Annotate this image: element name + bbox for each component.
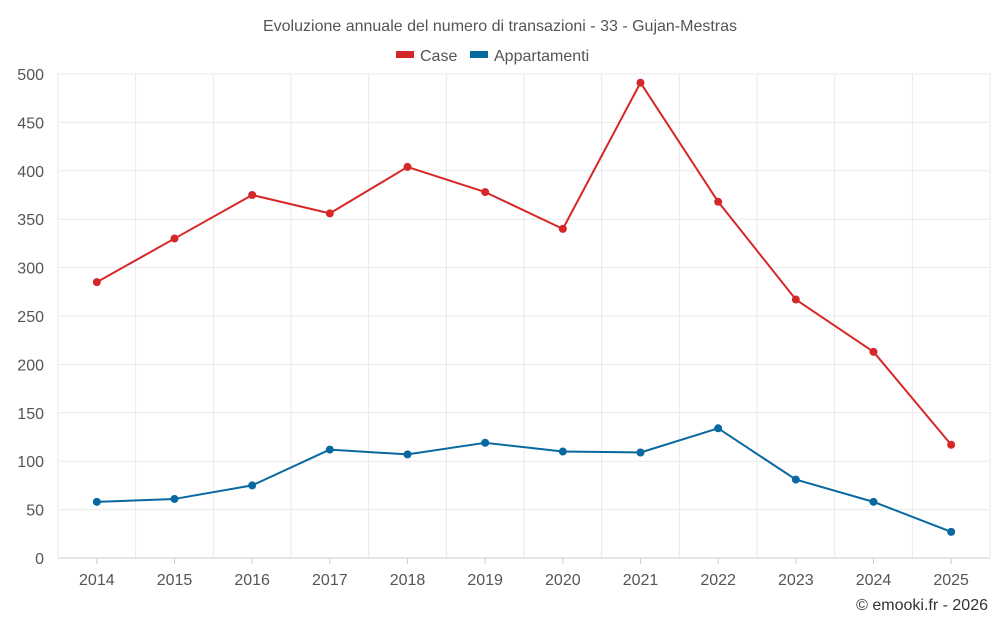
- data-point-case[interactable]: [248, 191, 257, 199]
- x-tick-label: 2018: [390, 572, 426, 589]
- x-tick-label: 2019: [467, 572, 503, 589]
- data-point-case[interactable]: [714, 197, 723, 206]
- data-point-appartamenti[interactable]: [869, 497, 878, 506]
- y-tick-label: 200: [17, 357, 44, 374]
- series-case: [92, 78, 956, 449]
- data-point-case[interactable]: [403, 162, 412, 171]
- data-point-appartamenti[interactable]: [558, 447, 567, 456]
- data-point-appartamenti[interactable]: [636, 448, 645, 457]
- data-point-appartamenti[interactable]: [403, 450, 412, 459]
- vertical-gridlines: [57, 74, 991, 558]
- y-tick-label: 100: [17, 454, 44, 471]
- legend-item-appartamenti[interactable]: Appartamenti: [470, 48, 589, 65]
- legend-swatch-case: [396, 51, 414, 58]
- y-tick-label: 150: [17, 406, 44, 423]
- chart-title: Evoluzione annuale del numero di transaz…: [263, 18, 737, 35]
- x-tick-label: 2014: [79, 572, 115, 589]
- data-point-appartamenti[interactable]: [947, 527, 956, 536]
- data-point-appartamenti[interactable]: [248, 481, 257, 490]
- y-tick-label: 350: [17, 212, 44, 229]
- y-axis-ticks: 0 50 100 150 200 250 300 350 400 450 500: [17, 67, 44, 568]
- y-tick-label: 50: [26, 503, 44, 520]
- x-axis-ticks: 2014 2015 2016 2017 2018 2019 2020 2021 2022 2023…: [79, 558, 969, 589]
- legend-label-appartamenti: Appartamenti: [494, 48, 589, 65]
- y-tick-label: 400: [17, 164, 44, 181]
- data-point-case[interactable]: [947, 440, 956, 449]
- x-tick-label: 2025: [933, 572, 969, 589]
- data-point-case[interactable]: [170, 234, 179, 243]
- data-point-appartamenti[interactable]: [92, 497, 101, 506]
- legend-label-case: Case: [420, 48, 457, 65]
- credit-text: © emooki.fr - 2026: [856, 597, 988, 614]
- data-point-case[interactable]: [92, 278, 101, 287]
- legend-swatch-appartamenti: [470, 51, 488, 58]
- x-tick-label: 2016: [234, 572, 270, 589]
- x-tick-label: 2017: [312, 572, 348, 589]
- x-tick-label: 2024: [856, 572, 892, 589]
- data-point-case[interactable]: [325, 209, 334, 218]
- series-line-appartamenti: [96, 427, 952, 533]
- x-tick-label: 2023: [778, 572, 814, 589]
- data-point-appartamenti[interactable]: [325, 445, 334, 454]
- y-tick-label: 300: [17, 261, 44, 278]
- y-tick-label: 0: [35, 551, 44, 568]
- y-tick-label: 450: [17, 115, 44, 132]
- series-appartamenti: [92, 424, 956, 536]
- x-tick-label: 2015: [157, 572, 193, 589]
- x-tick-label: 2020: [545, 572, 581, 589]
- series-line-case: [96, 81, 952, 446]
- data-point-case[interactable]: [558, 224, 567, 233]
- data-point-appartamenti[interactable]: [170, 494, 179, 503]
- data-point-appartamenti[interactable]: [714, 424, 723, 433]
- x-tick-label: 2022: [700, 572, 736, 589]
- series-layer: [92, 78, 956, 536]
- data-point-case[interactable]: [636, 78, 645, 87]
- data-point-case[interactable]: [481, 188, 490, 197]
- y-tick-label: 500: [17, 67, 44, 84]
- x-tick-label: 2021: [623, 572, 659, 589]
- data-point-appartamenti[interactable]: [481, 438, 490, 447]
- legend: Case Appartamenti: [396, 48, 589, 65]
- data-point-appartamenti[interactable]: [791, 475, 800, 484]
- data-point-case[interactable]: [869, 347, 878, 356]
- data-point-case[interactable]: [791, 295, 800, 304]
- legend-item-case[interactable]: Case: [396, 48, 457, 65]
- y-tick-label: 250: [17, 309, 44, 326]
